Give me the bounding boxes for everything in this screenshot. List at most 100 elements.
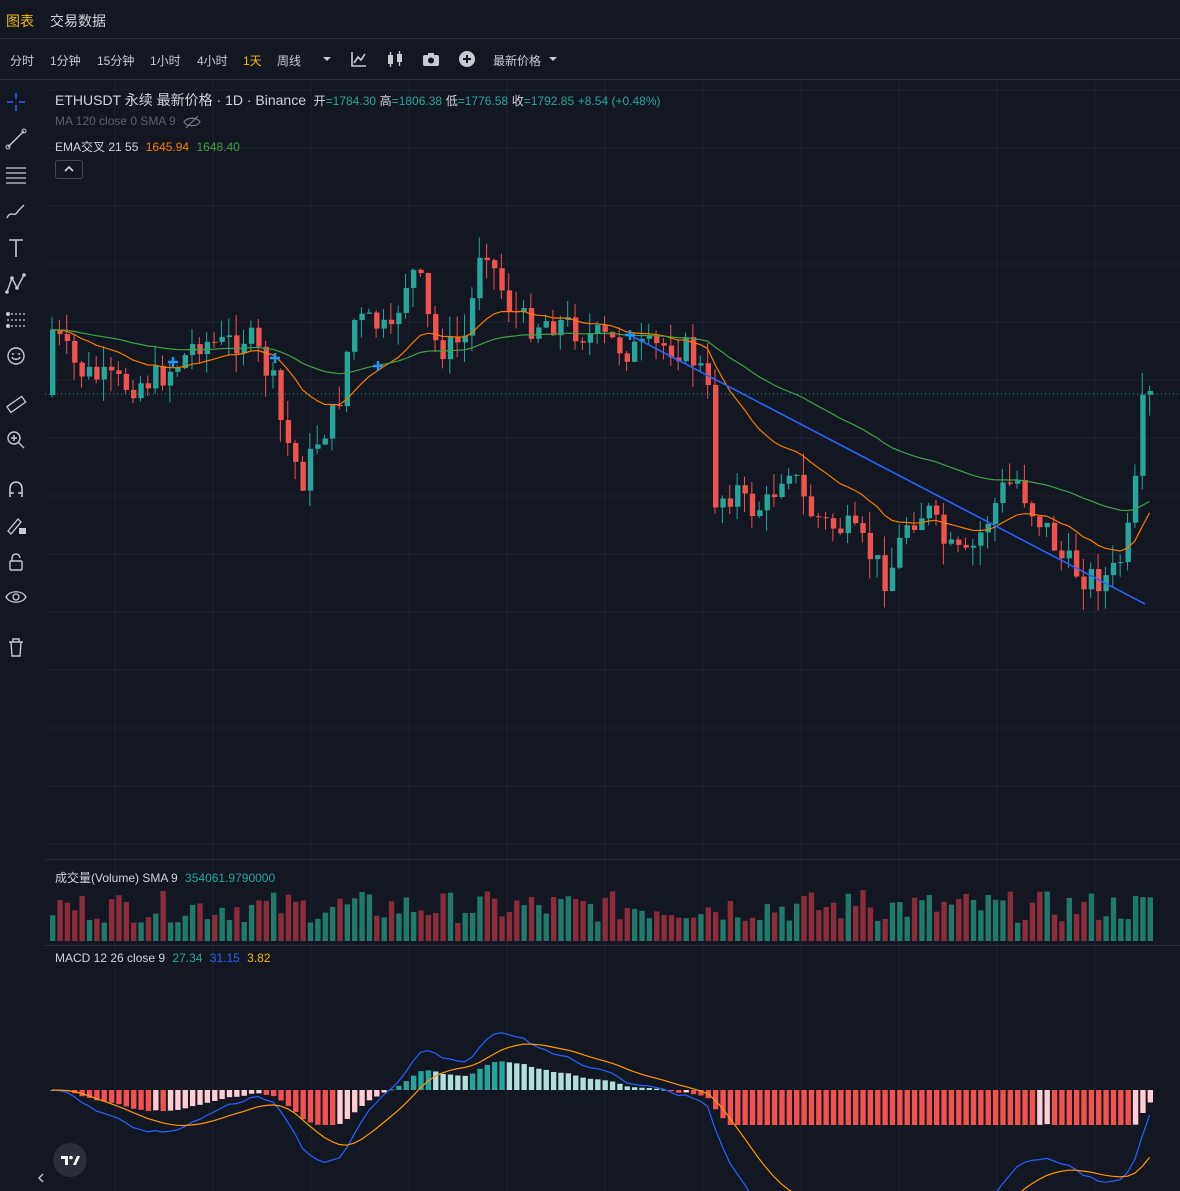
volume-bar: [204, 919, 211, 941]
chart-toolbar: 分时 1分钟 15分钟 1小时 4小时 1天 周线 最新价格: [0, 39, 1180, 80]
macd-legend[interactable]: MACD 12 26 close 9 27.34 31.15 3.82: [55, 951, 271, 965]
emoji-icon[interactable]: [4, 344, 28, 368]
macd-histogram-bar: [580, 1077, 586, 1090]
trash-icon[interactable]: [4, 635, 28, 659]
macd-histogram-bar: [94, 1090, 100, 1101]
trendline-icon[interactable]: [4, 127, 28, 151]
macd-histogram-bar: [492, 1062, 498, 1090]
ruler-icon[interactable]: [4, 392, 28, 416]
macd-histogram-bar: [197, 1090, 203, 1105]
volume-bar: [293, 901, 299, 941]
volume-bar: [1000, 900, 1006, 941]
volume-bar: [285, 894, 292, 941]
crosshair-icon[interactable]: [4, 90, 28, 114]
macd-histogram-bar: [1044, 1090, 1050, 1125]
candle-body: [771, 494, 778, 498]
macd-histogram-bar: [1096, 1090, 1102, 1125]
volume-bar: [838, 918, 844, 941]
volume-bar: [867, 907, 874, 941]
candle-body: [867, 532, 874, 560]
ema-slow-value: 1648.40: [196, 140, 240, 154]
macd-histogram-bar: [175, 1090, 181, 1110]
candle-body: [263, 346, 269, 376]
macd-histogram-bar: [786, 1090, 793, 1125]
volume-bar: [131, 922, 137, 941]
lock-drawing-icon[interactable]: [4, 513, 28, 537]
candle-body: [654, 335, 660, 344]
tradingview-logo[interactable]: [53, 1143, 87, 1177]
price-source-chevron-icon[interactable]: [542, 48, 564, 70]
volume-bar: [587, 903, 594, 941]
macd-histogram-bar: [418, 1071, 424, 1090]
text-icon[interactable]: [4, 236, 28, 260]
ema-indicator-label: EMA交叉 21 55: [55, 140, 139, 154]
macd-histogram-bar: [720, 1090, 726, 1119]
zoom-icon[interactable]: [4, 428, 28, 452]
volume-bar: [462, 912, 468, 941]
ema-fast-line: [51, 310, 1151, 552]
macd-histogram-bar: [1051, 1090, 1058, 1125]
hidden-eye-icon[interactable]: [183, 115, 201, 129]
macd-histogram-bar: [1022, 1090, 1028, 1125]
candle-style-icon[interactable]: [384, 48, 406, 70]
macd-histogram-bar: [374, 1090, 380, 1097]
macd-histogram-bar: [587, 1078, 594, 1090]
volume-bar: [1110, 897, 1117, 941]
timeframe-15m[interactable]: 15分钟: [97, 54, 135, 68]
macd-histogram-bar: [256, 1090, 262, 1094]
macd-histogram-bar: [123, 1090, 130, 1107]
volume-bar: [329, 906, 336, 941]
volume-bar: [1096, 919, 1102, 941]
candle-body: [1118, 562, 1124, 564]
macd-histogram-bar: [219, 1090, 225, 1099]
candle-body: [1022, 479, 1028, 504]
timeframe-1d[interactable]: 1天: [243, 54, 262, 68]
tab-trade-data[interactable]: 交易数据: [50, 13, 106, 29]
pattern-icon[interactable]: [4, 272, 28, 296]
ma-legend[interactable]: MA 120 close 0 SMA 9: [55, 114, 201, 129]
volume-legend[interactable]: 成交量(Volume) SMA 9 354061.9790000: [55, 869, 275, 886]
macd-histogram-bar: [911, 1090, 918, 1125]
volume-bar: [735, 917, 741, 941]
timeframe-tick[interactable]: 分时: [10, 54, 35, 68]
fib-icon[interactable]: [4, 163, 28, 187]
candle-body: [418, 269, 424, 274]
camera-icon[interactable]: [420, 48, 442, 70]
timeframe-4h[interactable]: 4小时: [197, 54, 228, 68]
macd-histogram-bar: [823, 1090, 829, 1125]
volume-bar: [683, 918, 689, 941]
ema-legend[interactable]: EMA交叉 21 55 1645.94 1648.40: [55, 138, 240, 155]
chevron-left-icon[interactable]: [36, 1172, 46, 1184]
forecast-icon[interactable]: [4, 308, 28, 332]
candle-body: [396, 312, 402, 325]
volume-pane-divider[interactable]: [45, 859, 1180, 860]
macd-histogram-bar: [388, 1089, 395, 1091]
lock-icon[interactable]: [4, 550, 28, 574]
macd-histogram-bar: [1000, 1090, 1006, 1125]
chevron-down-icon[interactable]: [316, 48, 338, 70]
volume-bar: [705, 907, 711, 941]
volume-bar: [1088, 893, 1095, 941]
price-source-select[interactable]: 最新价格: [493, 54, 542, 68]
macd-histogram-bar: [381, 1090, 387, 1093]
candle-body: [50, 329, 56, 395]
collapse-legend-button[interactable]: [55, 160, 83, 179]
volume-bar: [72, 910, 78, 941]
macd-histogram-bar: [410, 1075, 417, 1090]
add-icon[interactable]: [456, 48, 478, 70]
eye-icon[interactable]: [4, 585, 28, 609]
magnet-icon[interactable]: [4, 477, 28, 501]
price-chart[interactable]: [45, 80, 1180, 1191]
candle-body: [440, 340, 446, 360]
timeframe-1m[interactable]: 1分钟: [50, 54, 81, 68]
macd-pane-divider[interactable]: [45, 945, 1180, 946]
volume-bar: [160, 891, 166, 941]
timeframe-1h[interactable]: 1小时: [150, 54, 181, 68]
brush-icon[interactable]: [4, 199, 28, 223]
volume-bar: [617, 919, 623, 941]
indicators-icon[interactable]: [348, 48, 370, 70]
timeframe-1w[interactable]: 周线: [277, 54, 302, 68]
macd-histogram-bar: [101, 1090, 107, 1102]
tab-chart[interactable]: 图表: [6, 13, 34, 29]
candle-body: [911, 525, 918, 531]
